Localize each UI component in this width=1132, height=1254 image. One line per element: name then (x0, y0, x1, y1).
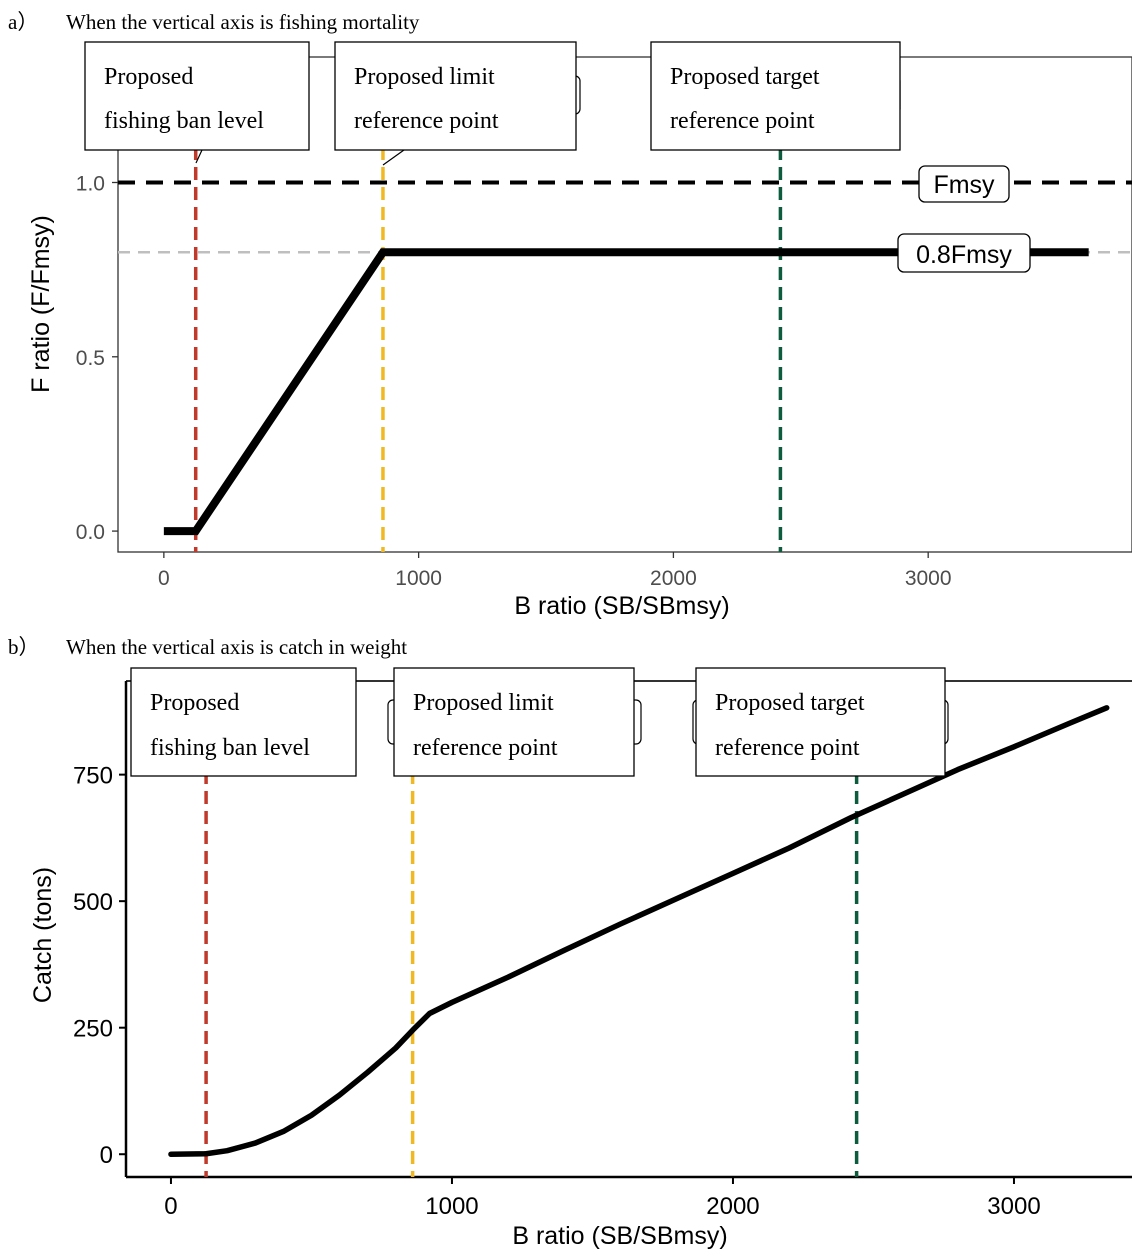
panel-a-tag: a） (8, 10, 38, 34)
panel-a-plot-frame (117, 56, 1132, 553)
panel-a-y-tick-label: 1.0 (76, 172, 105, 195)
panel-a-x-tick-label: 2000 (650, 567, 697, 590)
panel-a-x-tick-label: 1000 (395, 567, 442, 590)
panel-b-y-axis-label: Catch (tons) (29, 867, 57, 1003)
panel-a-callout-target-line1: Proposed target (670, 64, 820, 90)
panel-b-callout-limit: Proposed limit reference point (393, 667, 635, 777)
panel-b-x-tick-label: 3000 (987, 1193, 1040, 1220)
panel-b-plot: Proposed fishing ban level Proposed limi… (124, 667, 1132, 1179)
panel-a-callout-ban-line2: fishing ban level (104, 108, 264, 134)
panel-a-fmsy-label: Fmsy (933, 171, 995, 199)
panel-a-callout-ban-line1: Proposed (104, 64, 193, 90)
panel-a-x-axis-label: B ratio (SB/SBmsy) (514, 592, 729, 620)
panel-b-y-tick-label: 250 (73, 1016, 113, 1043)
panel-b-x-tick-label: 0 (164, 1193, 177, 1220)
panel-b-callout-ban-line1: Proposed (150, 690, 239, 716)
panel-a-08fmsy-label-box (897, 233, 1031, 273)
panel-b-callout-limit-line2: reference point (413, 735, 558, 761)
panel-a-callout-limit-line2: reference point (354, 108, 499, 134)
panel-b-callout-ban: Proposed fishing ban level (130, 667, 357, 777)
panel-a-limit-leader (382, 149, 405, 166)
panel-a-hcr-curve (163, 248, 1089, 536)
panel-a-callout-ban: Proposed fishing ban level (84, 41, 310, 151)
panel-b-catch-curve (168, 705, 1110, 1157)
panel-b-callout-target: Proposed target reference point (695, 667, 946, 777)
panel-b-callout-limit-line1: Proposed limit (413, 690, 554, 716)
panel-b-x-axis-label: B ratio (SB/SBmsy) (512, 1222, 727, 1250)
panel-a-ban-leader (195, 149, 203, 164)
panel-a-callout-target-line2: reference point (670, 108, 815, 134)
panel-b-x-ticks: 0 1000 2000 3000 (164, 1177, 1041, 1220)
panel-b-y-tick-label: 0 (100, 1142, 113, 1169)
panel-b-heading: When the vertical axis is catch in weigh… (66, 635, 407, 659)
panel-a-y-tick-label: 0.0 (76, 521, 105, 544)
panel-b-x-tick-label: 2000 (706, 1193, 759, 1220)
panel-a-y-ticks: 0.0 0.5 1.0 (76, 172, 118, 544)
panel-b-callout-target-line1: Proposed target (715, 690, 865, 716)
panel-a-heading: When the vertical axis is fishing mortal… (66, 10, 420, 34)
panel-b-y-tick-label: 500 (73, 889, 113, 916)
panel-b-tag: b） (8, 635, 40, 659)
panel-b-y-tick-label: 750 (73, 763, 113, 790)
panel-a-08fmsy-label: 0.8Fmsy (916, 241, 1012, 269)
panel-a-callout-limit-line1: Proposed limit (354, 64, 495, 90)
panel-b-y-ticks: 0 250 500 750 (73, 763, 126, 1169)
panel-b-callout-ban-line2: fishing ban level (150, 735, 310, 761)
panel-a-y-tick-label: 0.5 (76, 347, 105, 370)
panel-a-plot: Fmsy 0.8Fmsy Proposed fishing ban level … (84, 41, 1132, 553)
panel-a-x-tick-label: 0 (158, 567, 170, 590)
panel-a-fmsy-label-box (918, 165, 1010, 203)
panel-b-callout-target-line2: reference point (715, 735, 860, 761)
panel-a-y-axis-label: F ratio (F/Fmsy) (27, 215, 55, 393)
panel-a-callout-target: Proposed target reference point (650, 41, 901, 151)
panel-a-x-ticks: 0 1000 2000 3000 (158, 552, 952, 590)
panel-a-callout-limit: Proposed limit reference point (334, 41, 577, 151)
panel-b-x-tick-label: 1000 (425, 1193, 478, 1220)
panel-a-x-tick-label: 3000 (905, 567, 952, 590)
